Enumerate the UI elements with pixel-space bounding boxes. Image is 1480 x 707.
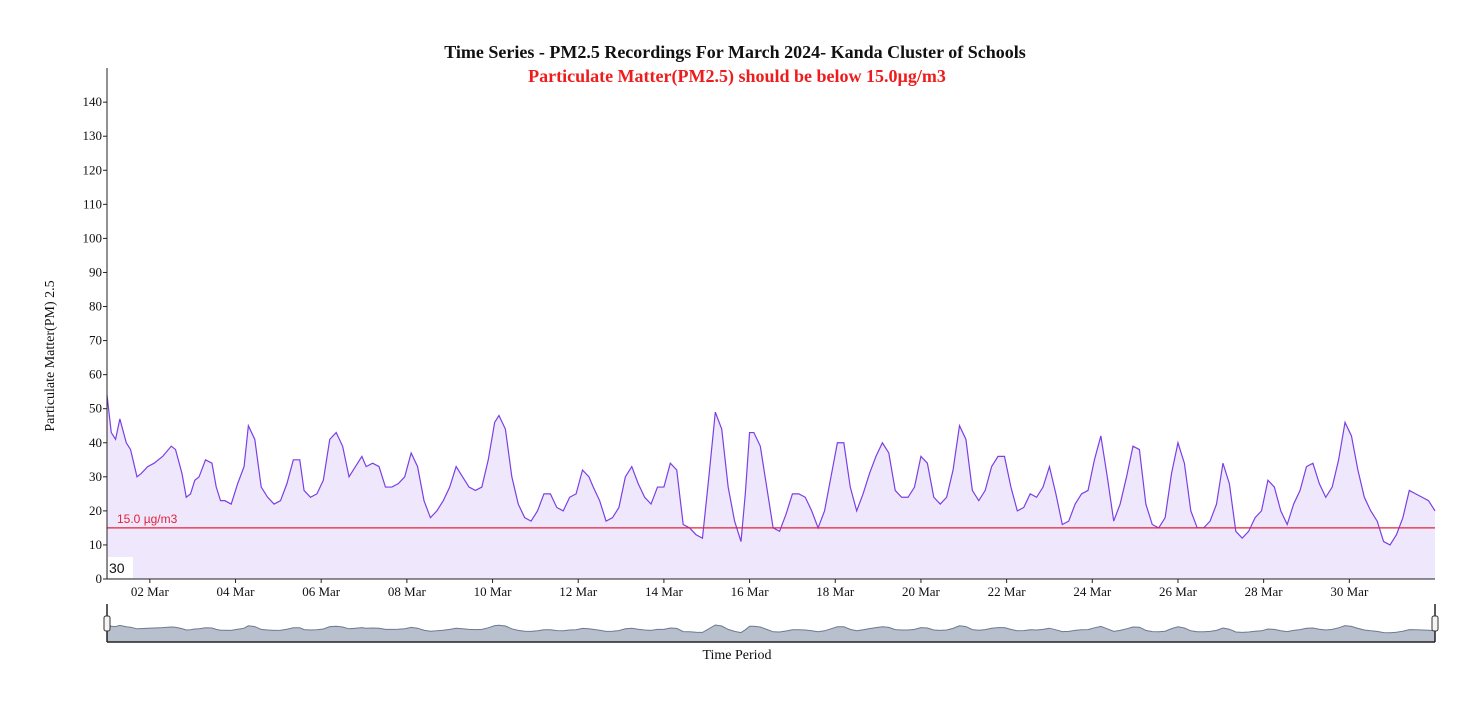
brush-line xyxy=(106,623,1436,634)
brush-area xyxy=(107,624,1435,642)
y-tick-label: 0 xyxy=(96,571,103,586)
y-tick-label: 120 xyxy=(83,162,103,177)
y-tick-label: 130 xyxy=(83,128,103,143)
y-tick-label: 90 xyxy=(89,264,102,279)
corner-label-box xyxy=(108,557,133,578)
chart-title: Time Series - PM2.5 Recordings For March… xyxy=(444,42,1026,62)
x-tick-label: 14 Mar xyxy=(645,584,684,599)
y-tick-label: 60 xyxy=(89,367,102,382)
x-tick-label: 12 Mar xyxy=(559,584,598,599)
series-line xyxy=(106,395,1436,546)
x-tick-label: 06 Mar xyxy=(302,584,341,599)
plot-area: 15.0 µg/m3 0 10 20 30 40 50 60 70 80 90 100 110 120 13… xyxy=(83,68,1439,643)
x-tick-label: 20 Mar xyxy=(902,584,941,599)
y-tick-label: 70 xyxy=(89,333,102,348)
y-tick-label: 110 xyxy=(83,196,102,211)
y-tick-label: 10 xyxy=(89,537,102,552)
y-tick-label: 140 xyxy=(83,94,103,109)
series-area xyxy=(107,395,1435,579)
x-tick-label: 28 Mar xyxy=(1245,584,1284,599)
x-tick-label: 30 Mar xyxy=(1330,584,1369,599)
brush-left-handle[interactable] xyxy=(103,615,111,632)
corner-label: 30 xyxy=(109,560,125,576)
threshold-label: 15.0 µg/m3 xyxy=(117,512,178,526)
x-tick-label: 10 Mar xyxy=(474,584,513,599)
y-axis-label: Particulate Matter(PM) 2.5 xyxy=(43,280,58,431)
chart-subtitle: Particulate Matter(PM2.5) should be belo… xyxy=(528,66,946,87)
y-tick-label: 80 xyxy=(89,299,102,314)
x-tick-label: 22 Mar xyxy=(988,584,1027,599)
y-tick-label: 100 xyxy=(83,230,103,245)
y-tick-label: 50 xyxy=(89,401,102,416)
x-axis-label: Time Period xyxy=(702,648,771,663)
x-tick-label: 04 Mar xyxy=(217,584,256,599)
x-tick-label: 26 Mar xyxy=(1159,584,1198,599)
x-tick-label: 02 Mar xyxy=(131,584,170,599)
y-tick-label: 20 xyxy=(89,503,102,518)
x-tick-label: 24 Mar xyxy=(1073,584,1112,599)
x-tick-label: 08 Mar xyxy=(388,584,427,599)
x-tick-label: 18 Mar xyxy=(816,584,855,599)
y-tick-label: 30 xyxy=(89,469,102,484)
x-tick-label: 16 Mar xyxy=(731,584,770,599)
y-tick-label: 40 xyxy=(89,435,102,450)
brush-right-handle[interactable] xyxy=(1431,615,1439,632)
